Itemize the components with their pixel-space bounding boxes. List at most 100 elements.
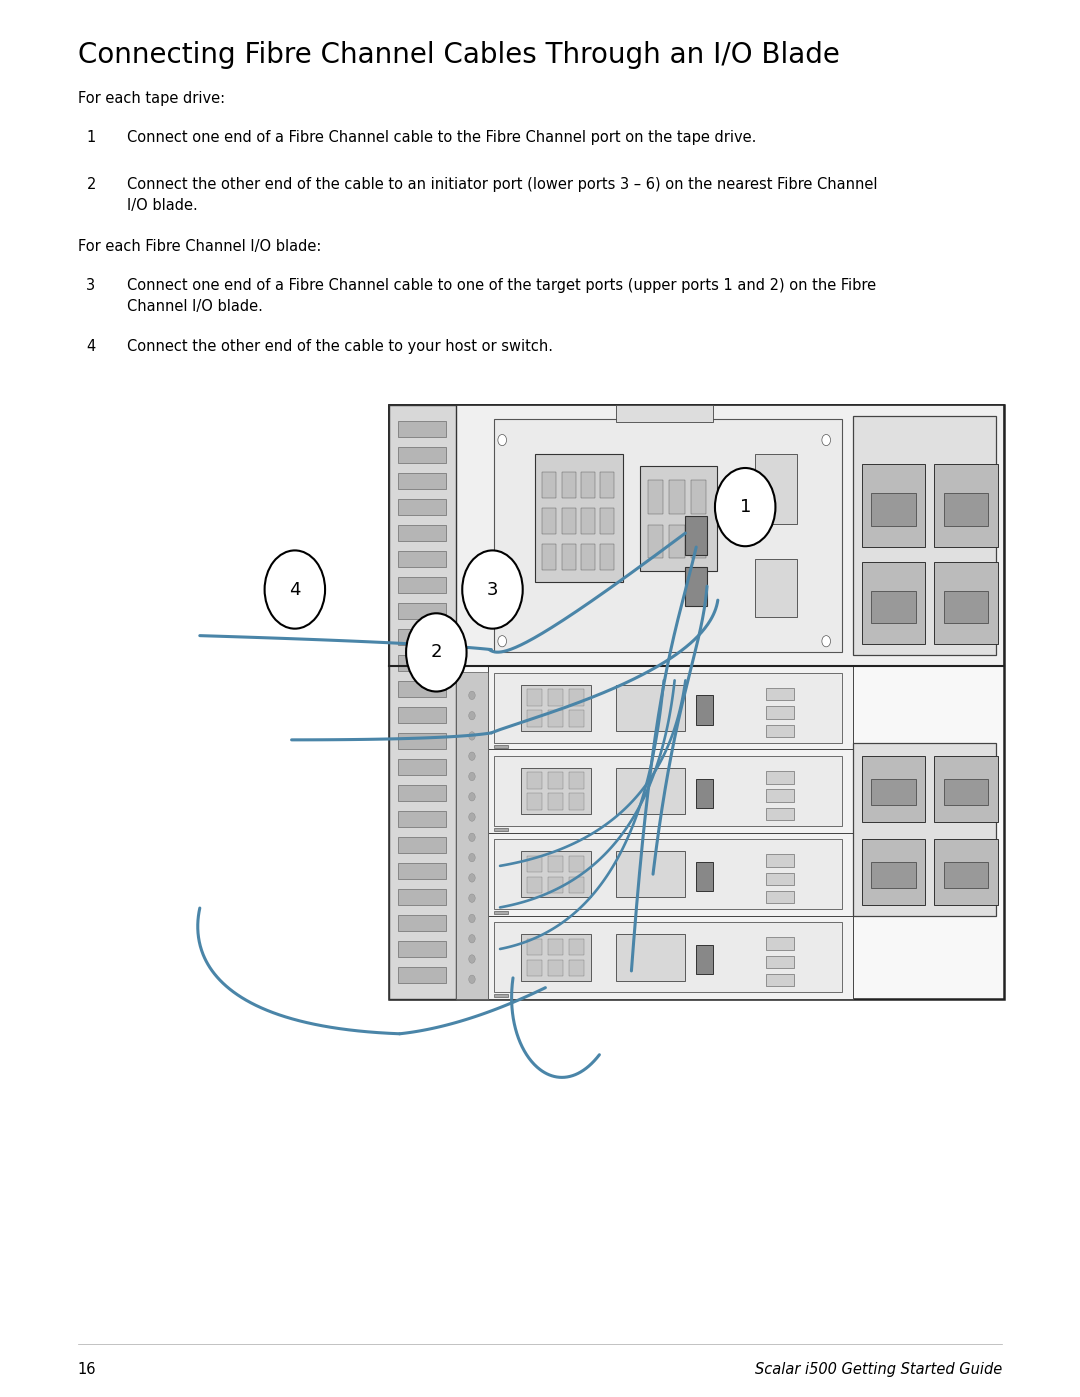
Text: Connecting Fibre Channel Cables Through an I/O Blade: Connecting Fibre Channel Cables Through … [78, 41, 839, 68]
Bar [934, 562, 998, 644]
Bar [522, 935, 591, 981]
Bar [616, 405, 713, 422]
Circle shape [469, 954, 475, 963]
Circle shape [469, 894, 475, 902]
Bar [581, 509, 595, 534]
Bar [527, 689, 542, 705]
Text: Connect the other end of the cable to an initiator port (lower ports 3 – 6) on t: Connect the other end of the cable to an… [127, 177, 878, 214]
Bar [527, 939, 542, 956]
Bar [696, 944, 713, 974]
Bar [670, 524, 685, 559]
Circle shape [469, 854, 475, 862]
Bar [569, 773, 584, 789]
Bar [399, 940, 446, 957]
Bar [600, 543, 613, 570]
Bar [399, 733, 446, 749]
Bar [696, 862, 713, 891]
Circle shape [469, 752, 475, 760]
Bar [562, 543, 576, 570]
Circle shape [469, 773, 475, 781]
Bar [399, 888, 446, 905]
Bar [686, 567, 707, 606]
Bar [548, 710, 564, 726]
Bar [399, 422, 446, 437]
Bar [399, 550, 446, 567]
Bar [399, 759, 446, 775]
Bar [600, 509, 613, 534]
Bar [872, 862, 916, 888]
Bar [766, 891, 794, 904]
Bar [691, 524, 706, 559]
Bar [527, 855, 542, 872]
Bar [696, 778, 713, 807]
Bar [399, 604, 446, 619]
Circle shape [498, 434, 507, 446]
Bar [766, 956, 794, 968]
Bar [569, 960, 584, 977]
Bar [527, 793, 542, 810]
Circle shape [469, 914, 475, 922]
Bar [494, 827, 508, 831]
Bar [853, 416, 996, 655]
Bar [494, 993, 508, 997]
Bar [548, 689, 564, 705]
Bar [399, 837, 446, 854]
Bar [862, 562, 926, 644]
Bar [862, 838, 926, 905]
Circle shape [715, 468, 775, 546]
Bar [853, 743, 996, 916]
Bar [542, 509, 556, 534]
Bar [696, 696, 713, 725]
Bar [600, 472, 613, 497]
Circle shape [822, 434, 831, 446]
Circle shape [469, 833, 475, 841]
Bar [527, 960, 542, 977]
Circle shape [469, 813, 475, 821]
Bar [872, 591, 916, 623]
Bar [456, 672, 488, 999]
Bar [399, 525, 446, 541]
Circle shape [462, 550, 523, 629]
Text: Connect one end of a Fibre Channel cable to the Fibre Channel port on the tape d: Connect one end of a Fibre Channel cable… [127, 130, 757, 145]
Bar [569, 710, 584, 726]
Bar [944, 493, 988, 527]
Bar [548, 939, 564, 956]
Bar [562, 472, 576, 497]
Bar [548, 773, 564, 789]
Bar [944, 780, 988, 805]
Bar [527, 710, 542, 726]
Circle shape [265, 550, 325, 629]
Bar [766, 687, 794, 700]
Bar [862, 756, 926, 821]
Bar [399, 655, 446, 671]
Bar [569, 793, 584, 810]
Bar [616, 685, 686, 731]
Bar [542, 472, 556, 497]
Text: Connect the other end of the cable to your host or switch.: Connect the other end of the cable to yo… [127, 339, 553, 355]
Text: Connect one end of a Fibre Channel cable to one of the target ports (upper ports: Connect one end of a Fibre Channel cable… [127, 278, 877, 314]
Bar [399, 967, 446, 982]
Text: 2: 2 [86, 177, 96, 193]
Text: 3: 3 [487, 581, 498, 598]
Bar [562, 509, 576, 534]
Bar [389, 405, 456, 999]
Bar [399, 863, 446, 879]
Bar [494, 922, 842, 992]
Bar [670, 481, 685, 514]
Circle shape [822, 636, 831, 647]
Bar [691, 481, 706, 514]
Bar [399, 577, 446, 594]
Bar [944, 862, 988, 888]
Bar [399, 915, 446, 930]
Bar [766, 873, 794, 884]
Bar [766, 725, 794, 738]
Bar [648, 481, 663, 514]
Bar [755, 559, 797, 617]
Bar [934, 756, 998, 821]
Bar [755, 454, 797, 524]
Bar [944, 591, 988, 623]
Bar [569, 689, 584, 705]
Text: 1: 1 [86, 130, 96, 145]
Bar [872, 493, 916, 527]
Bar [488, 749, 853, 833]
